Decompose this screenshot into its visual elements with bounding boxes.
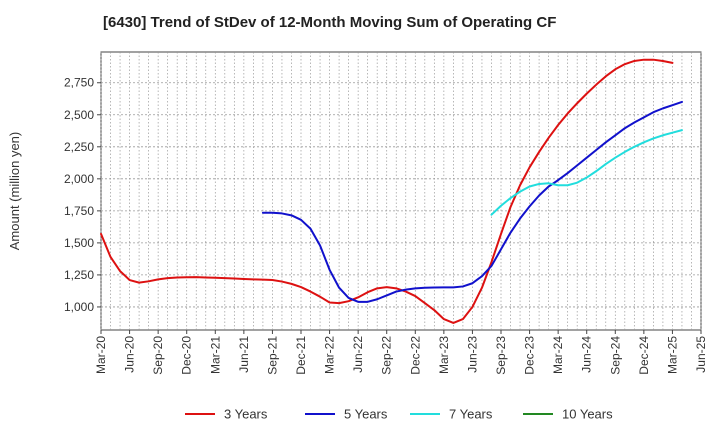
x-tick-label: Sep-21 <box>265 336 279 375</box>
y-tick-label: 1,000 <box>64 300 94 314</box>
y-tick-label: 2,250 <box>64 140 94 154</box>
x-tick-label: Mar-23 <box>437 336 451 374</box>
y-axis-ticks: 1,000 1,250 1,500 1,750 2,000 2,250 2,500 2,750 <box>64 76 101 314</box>
legend-label: 5 Years <box>344 407 388 422</box>
series-line-3-years <box>100 58 674 324</box>
x-tick-label: Dec-20 <box>180 336 194 375</box>
x-tick-label: Dec-21 <box>294 336 308 375</box>
y-axis-label: Amount (million yen) <box>7 132 22 251</box>
x-tick-label: Jun-24 <box>580 336 594 373</box>
x-tick-label: Sep-20 <box>151 336 165 375</box>
plot-area <box>100 51 702 331</box>
y-tick-label: 2,000 <box>64 172 94 186</box>
x-axis-ticks: Mar-20 Jun-20 Sep-20 Dec-20 Mar-21 Jun-21 Sep-… <box>94 330 708 375</box>
y-tick-label: 1,500 <box>64 236 94 250</box>
series-line-7-years <box>490 129 683 216</box>
x-tick-label: Mar-25 <box>665 336 679 374</box>
gridlines <box>100 52 702 330</box>
x-tick-label: Sep-22 <box>380 336 394 375</box>
x-tick-label: Jun-22 <box>351 336 365 373</box>
x-tick-label: Jun-21 <box>237 336 251 373</box>
x-tick-label: Jun-23 <box>465 336 479 373</box>
x-tick-label: Jun-25 <box>694 336 708 373</box>
y-tick-label: 1,250 <box>64 268 94 282</box>
legend-label: 3 Years <box>224 407 268 422</box>
x-tick-label: Dec-24 <box>637 336 651 375</box>
x-tick-label: Jun-20 <box>123 336 137 373</box>
chart-title: [6430] Trend of StDev of 12-Month Moving… <box>103 14 556 31</box>
x-tick-label: Mar-20 <box>94 336 108 374</box>
series-lines <box>100 58 683 324</box>
legend: 3 Years 5 Years 7 Years 10 Years <box>185 407 613 422</box>
y-tick-label: 2,500 <box>64 108 94 122</box>
x-tick-label: Sep-23 <box>494 336 508 375</box>
x-tick-label: Mar-22 <box>323 336 337 374</box>
x-tick-label: Mar-21 <box>208 336 222 374</box>
x-tick-label: Dec-22 <box>408 336 422 375</box>
y-tick-label: 1,750 <box>64 204 94 218</box>
legend-label: 10 Years <box>562 407 613 422</box>
series-line-5-years <box>261 100 683 303</box>
y-tick-label: 2,750 <box>64 76 94 90</box>
x-tick-label: Mar-24 <box>551 336 565 374</box>
x-tick-label: Dec-23 <box>523 336 537 375</box>
legend-label: 7 Years <box>449 407 493 422</box>
x-tick-label: Sep-24 <box>608 336 622 375</box>
